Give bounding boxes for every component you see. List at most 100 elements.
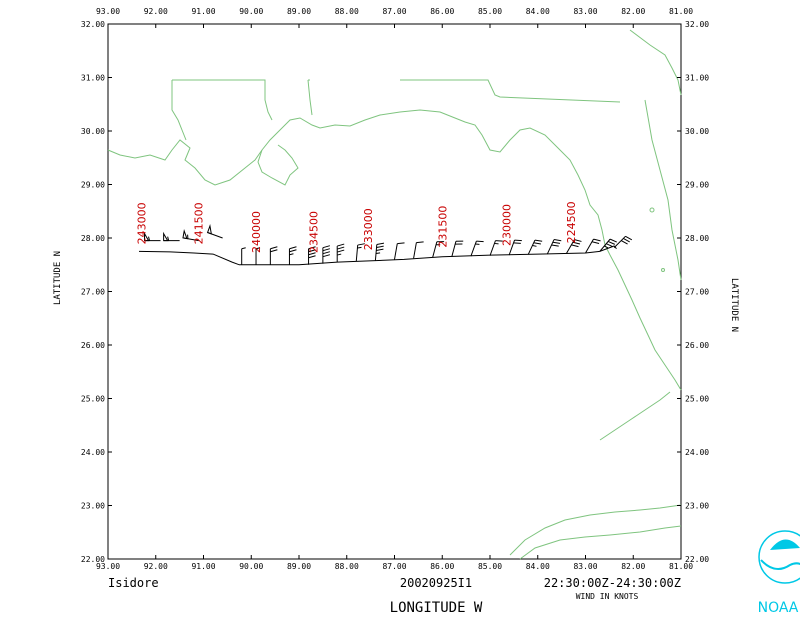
lat-tick-label-left: 23.00 xyxy=(81,502,105,511)
lon-tick-label-top: 88.00 xyxy=(335,7,359,16)
time-range: 22:30:00Z-24:30:00Z xyxy=(544,576,681,590)
lon-tick-label-bottom: 87.00 xyxy=(382,562,406,571)
wind-barb xyxy=(336,243,345,263)
y-axis-label-right: LATITUDE N xyxy=(729,278,739,332)
lon-tick-label-top: 83.00 xyxy=(573,7,597,16)
coastline-delta xyxy=(257,144,299,186)
wind-barb xyxy=(394,242,405,260)
lat-tick-label-left: 24.00 xyxy=(81,448,105,457)
lon-tick-label-bottom: 91.00 xyxy=(191,562,215,571)
wind-barb xyxy=(599,238,617,252)
wind-barbs xyxy=(144,224,633,265)
time-label: 241500 xyxy=(193,202,206,244)
lat-tick-label-left: 27.00 xyxy=(81,288,105,297)
state-border xyxy=(171,80,187,141)
wind-barb xyxy=(489,240,503,256)
lat-tick-label-right: 23.00 xyxy=(685,502,709,511)
lon-tick-label-top: 82.00 xyxy=(621,7,645,16)
time-label: 233000 xyxy=(362,208,375,250)
lat-tick-label-left: 22.00 xyxy=(81,555,105,564)
lat-tick-label-right: 22.00 xyxy=(685,555,709,564)
x-axis-label: LONGITUDE W xyxy=(390,600,483,616)
lon-tick-label-top: 91.00 xyxy=(191,7,215,16)
lat-tick-label-left: 25.00 xyxy=(81,395,105,404)
lon-tick-label-top: 89.00 xyxy=(287,7,311,16)
lon-tick-label-bottom: 85.00 xyxy=(478,562,502,571)
lat-tick-label-left: 26.00 xyxy=(81,341,105,350)
wind-barb xyxy=(451,240,464,257)
lat-tick-label-left: 31.00 xyxy=(81,74,105,83)
noaa-logo: NOAA xyxy=(758,530,800,616)
wind-barb xyxy=(374,242,385,261)
flight-track xyxy=(138,245,617,266)
wind-barb xyxy=(144,231,161,242)
wind-barb xyxy=(613,235,633,248)
lon-tick-label-top: 81.00 xyxy=(669,7,693,16)
state-border xyxy=(400,79,621,103)
noaa-logo-text: NOAA xyxy=(758,600,799,616)
wind-barb xyxy=(565,239,582,254)
lat-tick-label-left: 32.00 xyxy=(81,20,105,29)
time-label: 224500 xyxy=(565,201,578,243)
wind-barb xyxy=(182,229,199,242)
lon-tick-label-bottom: 92.00 xyxy=(144,562,168,571)
wind-barb xyxy=(322,245,331,264)
lon-tick-label-bottom: 86.00 xyxy=(430,562,454,571)
lon-tick-label-bottom: 89.00 xyxy=(287,562,311,571)
lat-tick-label-left: 30.00 xyxy=(81,127,105,136)
lon-tick-label-bottom: 82.00 xyxy=(621,562,645,571)
wind-barb xyxy=(413,241,424,259)
time-labels: 243000 241500 240000 234500 233000 231500 2300… xyxy=(135,201,578,253)
wind-units: WIND IN KNOTS xyxy=(576,592,639,601)
wind-barb xyxy=(241,247,246,265)
lon-tick-label-top: 85.00 xyxy=(478,7,502,16)
lon-tick-label-bottom: 81.00 xyxy=(669,562,693,571)
coastline xyxy=(107,29,682,560)
wind-barb xyxy=(508,239,522,256)
axis-ticks: 93.00 93.00 92.00 92.00 91.00 91.00 90.00 90.00… xyxy=(81,7,709,571)
wind-barb xyxy=(269,246,278,265)
y-axis-label-left: LATITUDE N xyxy=(53,251,63,305)
track-line xyxy=(138,245,617,266)
time-label: 231500 xyxy=(436,206,449,248)
lat-tick-label-right: 32.00 xyxy=(685,20,709,29)
wind-barb xyxy=(585,238,601,254)
wind-barb xyxy=(206,224,223,239)
coastline-cuba xyxy=(519,525,682,560)
lat-tick-label-right: 26.00 xyxy=(685,341,709,350)
state-border xyxy=(172,79,273,121)
lat-tick-label-right: 24.00 xyxy=(685,448,709,457)
lat-tick-label-right: 28.00 xyxy=(685,234,709,243)
lat-tick-label-right: 31.00 xyxy=(685,74,709,83)
state-border xyxy=(307,79,313,116)
coastline-atlantic xyxy=(629,29,682,281)
lon-tick-label-top: 90.00 xyxy=(239,7,263,16)
coastline-gulf xyxy=(107,109,682,391)
storm-name: Isidore xyxy=(108,576,159,590)
lat-tick-label-left: 29.00 xyxy=(81,181,105,190)
wind-barb xyxy=(163,231,180,242)
lon-tick-label-top: 84.00 xyxy=(526,7,550,16)
lat-tick-label-right: 29.00 xyxy=(685,181,709,190)
wind-barb xyxy=(355,243,365,262)
lat-tick-label-right: 27.00 xyxy=(685,288,709,297)
coastline-keys xyxy=(599,391,671,441)
lon-tick-label-top: 87.00 xyxy=(382,7,406,16)
time-label: 240000 xyxy=(250,211,263,253)
wind-barb xyxy=(308,246,316,265)
time-label: 230000 xyxy=(501,204,514,246)
lon-tick-label-bottom: 84.00 xyxy=(526,562,550,571)
lat-tick-label-right: 30.00 xyxy=(685,127,709,136)
plot-frame xyxy=(107,23,682,560)
wind-barb xyxy=(288,246,297,265)
lat-tick-label-right: 25.00 xyxy=(685,395,709,404)
lon-tick-label-bottom: 90.00 xyxy=(239,562,263,571)
wind-barb xyxy=(432,241,445,258)
flight-id: 20020925I1 xyxy=(400,576,472,590)
wind-barb xyxy=(546,239,562,255)
time-label: 234500 xyxy=(307,211,320,253)
wind-barb xyxy=(470,240,484,257)
lon-tick-label-top: 92.00 xyxy=(144,7,168,16)
coastline-cuba xyxy=(509,504,682,556)
